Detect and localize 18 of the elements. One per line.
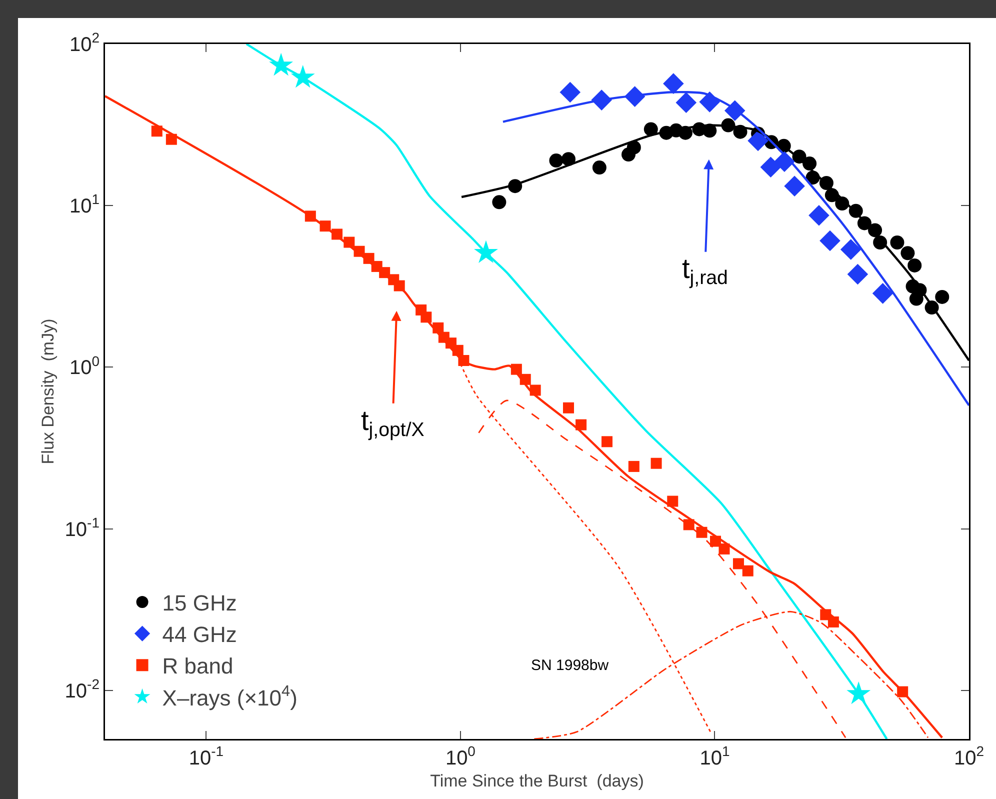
legend-label: 15 GHz <box>162 590 237 616</box>
y-tick-label: 10$^{0}$ <box>69 352 100 380</box>
x-tick-label: 10$^{2}$ <box>954 743 984 770</box>
y-tick-label: 10$^{1}$ <box>69 191 100 218</box>
legend-label: 44 GHz <box>162 622 237 648</box>
legend-label: R band <box>162 654 234 679</box>
x-axis-title: Time Since the Burst (days) <box>430 772 644 791</box>
y-axis-title: Flux Density (mJy) <box>38 318 58 464</box>
annotation: t$_{j,opt/X}$ <box>361 405 424 441</box>
y-tick-label: 10$^{-1}$ <box>64 514 100 541</box>
x-tick-label: 10$^{0}$ <box>445 743 476 770</box>
annotation: t$_{j,rad}$ <box>682 253 728 289</box>
y-tick-label: 10$^{-2}$ <box>64 676 100 702</box>
x-tick-label: 10$^{-1}$ <box>188 743 224 770</box>
legend-label: X–rays (×10$^{4}$) <box>162 683 298 710</box>
annotation: SN 1998bw <box>531 657 609 674</box>
y-tick-label: 10$^{2}$ <box>69 30 100 56</box>
x-tick-label: 10$^{1}$ <box>700 743 730 770</box>
